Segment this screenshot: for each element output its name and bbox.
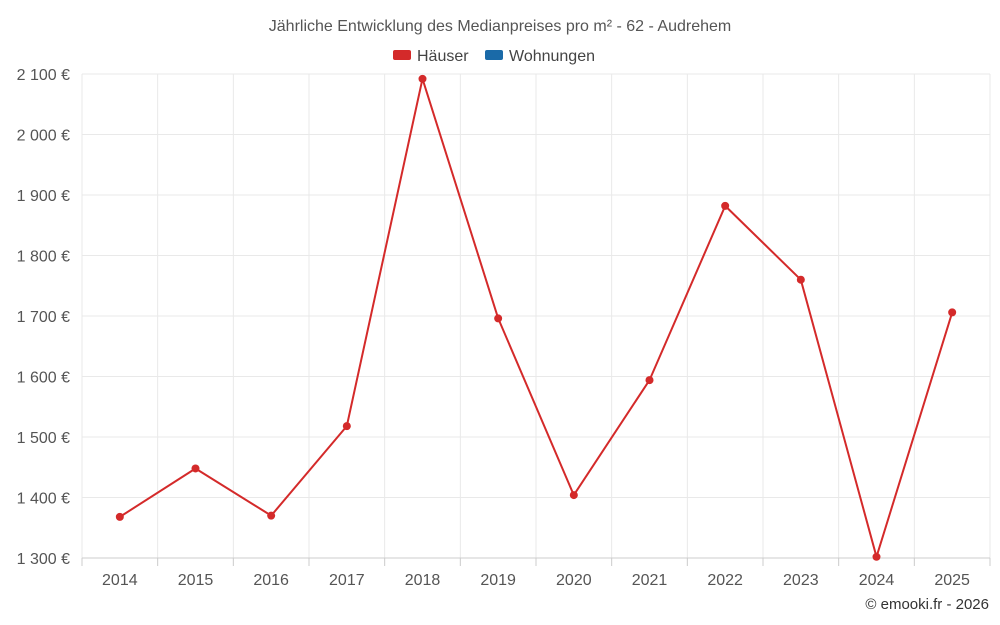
y-tick-label: 1 600 € [17,370,70,387]
data-point[interactable] [948,308,957,317]
x-tick-label: 2016 [253,572,289,589]
y-tick-label: 1 300 € [17,551,70,568]
x-tick-label: 2025 [934,572,970,589]
chart-title: Jährliche Entwicklung des Medianpreises … [269,18,731,35]
x-tick-label: 2015 [178,572,214,589]
data-point[interactable] [267,511,276,520]
data-point[interactable] [191,464,200,473]
x-tick-label: 2023 [783,572,819,589]
credit-text: © emooki.fr - 2026 [865,596,989,613]
y-tick-label: 2 100 € [17,67,70,84]
data-point[interactable] [115,512,124,521]
data-point[interactable] [721,201,730,210]
axes [81,557,991,566]
x-tick-label: 2019 [480,572,516,589]
y-tick-label: 1 800 € [17,249,70,266]
legend-label-haeuser: Häuser [417,48,469,65]
data-point[interactable] [645,376,654,385]
data-point[interactable] [569,491,578,500]
grid [81,73,991,558]
x-tick-label: 2024 [859,572,895,589]
series-plot [115,74,957,561]
series-line-haeuser [119,77,954,558]
y-tick-label: 1 700 € [17,309,70,326]
x-axis-tick-labels: 2014 2015 2016 2017 2018 2019 2020 2021 2022 2023… [102,572,970,589]
x-tick-label: 2021 [632,572,668,589]
legend-label-wohnungen: Wohnungen [509,48,595,65]
legend-item-wohnungen[interactable]: Wohnungen [485,48,595,65]
x-tick-label: 2022 [707,572,743,589]
x-tick-label: 2017 [329,572,365,589]
data-point[interactable] [872,552,881,561]
y-axis-tick-labels: 1 300 € 1 400 € 1 500 € 1 600 € 1 700 € 1 800… [17,67,70,568]
x-tick-label: 2020 [556,572,592,589]
legend-swatch-haeuser [393,50,411,60]
legend: Häuser Wohnungen [393,48,595,65]
data-point[interactable] [796,275,805,284]
y-tick-label: 1 400 € [17,491,70,508]
data-point[interactable] [494,314,503,323]
legend-swatch-wohnungen [485,50,503,60]
x-tick-label: 2018 [405,572,441,589]
y-tick-label: 1 500 € [17,430,70,447]
x-tick-label: 2014 [102,572,138,589]
y-tick-label: 1 900 € [17,188,70,205]
data-point[interactable] [342,422,351,431]
y-tick-label: 2 000 € [17,128,70,145]
legend-item-haeuser[interactable]: Häuser [393,48,469,65]
data-point[interactable] [418,74,427,83]
